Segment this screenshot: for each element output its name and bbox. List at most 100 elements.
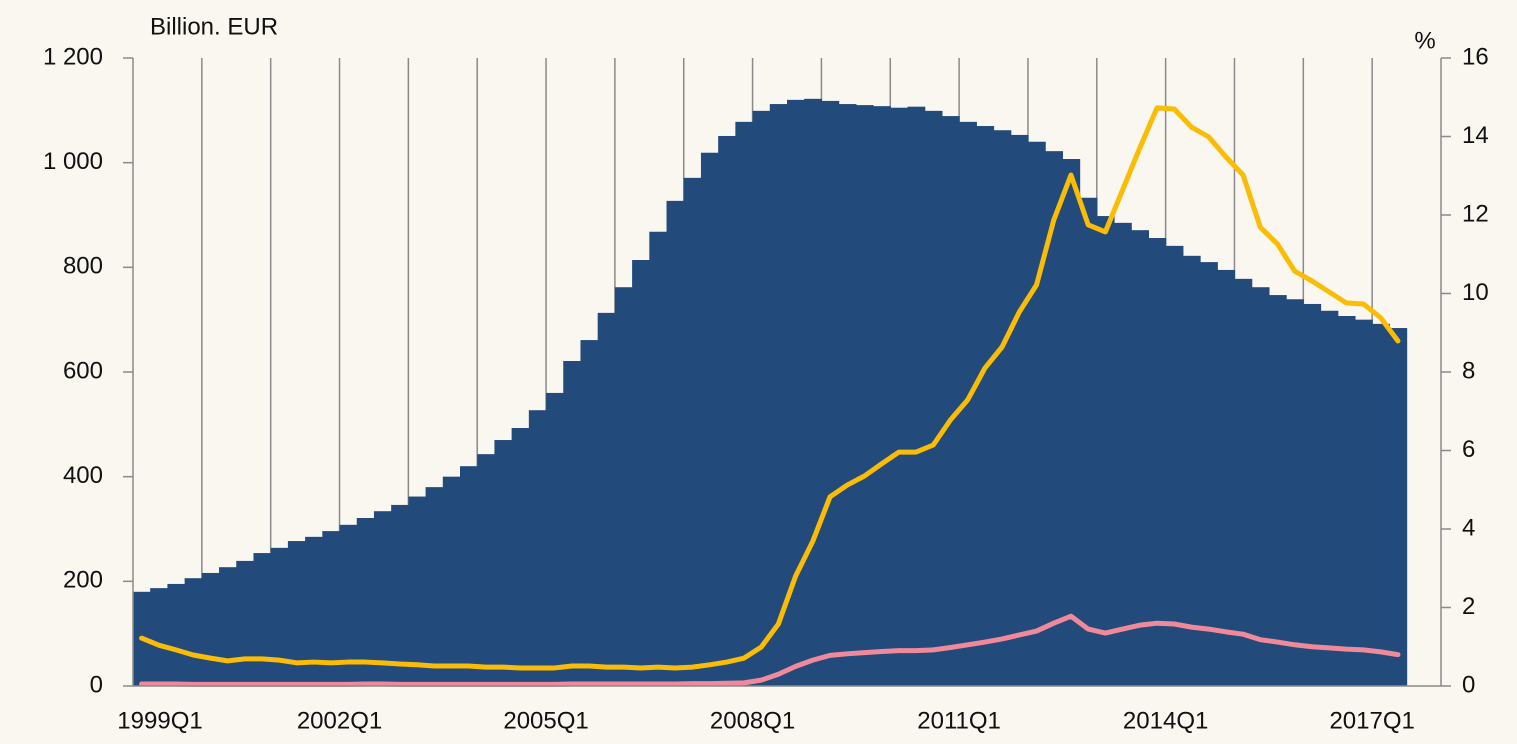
bar <box>649 231 668 686</box>
line <box>139 105 1401 671</box>
bar <box>253 553 272 686</box>
bar <box>184 578 203 686</box>
y-tick-label: 800 <box>63 253 103 280</box>
bar <box>821 100 840 686</box>
bar <box>1389 328 1408 686</box>
bar <box>580 340 599 686</box>
x-tick-label: 2014Q1 <box>1123 707 1208 734</box>
bar <box>632 260 650 686</box>
bar <box>1045 151 1063 687</box>
x-tick-label: 1999Q1 <box>117 707 202 734</box>
bar <box>855 105 874 687</box>
y2-tick-label: 12 <box>1462 200 1489 227</box>
marks <box>133 98 1408 687</box>
bar <box>528 410 547 686</box>
bar <box>477 454 496 686</box>
x-tick-label: 2002Q1 <box>297 707 382 734</box>
y-tick-label: 1 000 <box>43 148 103 175</box>
bar <box>1096 216 1115 686</box>
y2-tick-label: 2 <box>1462 593 1475 620</box>
y-tick-label: 400 <box>63 462 103 489</box>
bar <box>1354 319 1373 686</box>
bar <box>907 106 926 687</box>
bar <box>1010 134 1029 686</box>
bar <box>546 392 564 686</box>
y-tick-label: 200 <box>63 567 103 594</box>
bar <box>219 567 237 686</box>
bar <box>391 504 409 686</box>
bar <box>167 583 186 686</box>
bar <box>1268 295 1287 686</box>
y2-tick-label: 8 <box>1462 357 1475 384</box>
bar <box>425 487 444 686</box>
bar <box>873 106 891 686</box>
bar <box>1131 230 1150 686</box>
bar <box>511 427 530 686</box>
y2-axis-label: % <box>1414 27 1435 54</box>
y-tick-label: 0 <box>90 671 103 698</box>
bar <box>614 287 633 686</box>
bar <box>1303 303 1322 686</box>
bar <box>941 116 960 687</box>
x-tick-label: 2005Q1 <box>503 707 588 734</box>
bar <box>356 518 375 686</box>
bar <box>373 511 392 686</box>
bar <box>890 107 909 686</box>
bar <box>976 126 995 687</box>
bar <box>597 312 616 686</box>
x-tick-label: 2011Q1 <box>917 707 1001 734</box>
bar <box>460 466 478 686</box>
bar <box>666 200 685 686</box>
bar <box>287 541 306 686</box>
bar <box>1200 262 1218 686</box>
y-tick-label: 600 <box>63 357 103 384</box>
bar <box>494 440 513 686</box>
bar <box>1286 299 1304 686</box>
bar <box>804 98 823 686</box>
y2-tick-label: 4 <box>1462 514 1475 541</box>
bar <box>1234 278 1253 686</box>
y2-tick-label: 0 <box>1462 671 1475 698</box>
bar <box>718 135 736 686</box>
bar <box>735 121 754 686</box>
bar <box>1182 255 1201 686</box>
bar <box>1148 238 1167 686</box>
bar <box>1372 323 1390 686</box>
x-tick-label: 2008Q1 <box>710 707 795 734</box>
bar <box>959 121 977 686</box>
bar <box>322 531 341 686</box>
y-tick-label: 1 200 <box>43 43 103 70</box>
y2-tick-label: 16 <box>1462 43 1489 70</box>
bar <box>1079 197 1098 687</box>
bar <box>700 152 719 686</box>
bar <box>1217 269 1236 686</box>
bar <box>1027 141 1046 686</box>
bar <box>769 104 788 686</box>
y2-tick-label: 10 <box>1462 279 1489 306</box>
y2-tick-label: 6 <box>1462 436 1475 463</box>
y2-tick-label: 14 <box>1462 122 1489 149</box>
bar <box>201 572 220 686</box>
bar <box>1320 310 1339 686</box>
bar <box>236 560 255 686</box>
bar <box>838 104 857 686</box>
bar <box>270 547 289 686</box>
bar <box>1337 316 1356 686</box>
bar <box>150 588 169 686</box>
x-tick-label: 2017Q1 <box>1329 707 1414 734</box>
bar <box>787 99 805 686</box>
bar <box>339 524 358 686</box>
bar <box>993 130 1012 687</box>
bar <box>442 476 461 686</box>
bar <box>408 496 427 686</box>
line <box>139 613 1401 687</box>
bar <box>1114 222 1132 686</box>
bar <box>924 110 943 686</box>
bar <box>683 177 702 687</box>
bar <box>1062 159 1081 687</box>
bar <box>1165 245 1184 687</box>
bar <box>563 361 582 686</box>
bar <box>305 536 323 686</box>
bar <box>752 110 771 686</box>
